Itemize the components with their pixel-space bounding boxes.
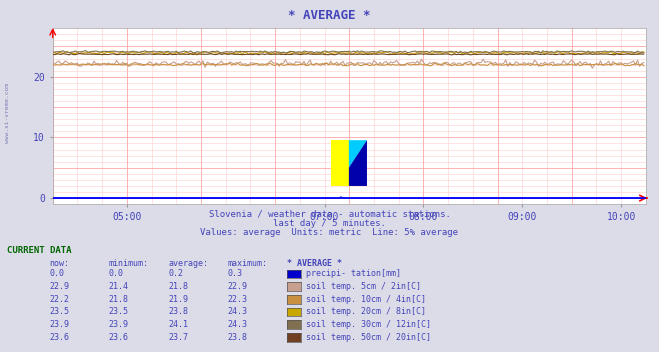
Text: Values: average  Units: metric  Line: 5% average: Values: average Units: metric Line: 5% a… bbox=[200, 228, 459, 238]
Text: 23.6: 23.6 bbox=[109, 333, 129, 342]
Text: 0.0: 0.0 bbox=[49, 269, 65, 278]
Text: 22.2: 22.2 bbox=[49, 295, 69, 304]
Text: 23.5: 23.5 bbox=[49, 307, 69, 316]
Text: precipi- tation[mm]: precipi- tation[mm] bbox=[306, 269, 401, 278]
Text: 21.4: 21.4 bbox=[109, 282, 129, 291]
Text: 24.3: 24.3 bbox=[227, 307, 247, 316]
Bar bbox=[331, 140, 349, 186]
Text: soil temp. 5cm / 2in[C]: soil temp. 5cm / 2in[C] bbox=[306, 282, 422, 291]
Polygon shape bbox=[349, 140, 367, 186]
Text: minimum:: minimum: bbox=[109, 259, 149, 268]
Text: 23.6: 23.6 bbox=[49, 333, 69, 342]
Text: 23.9: 23.9 bbox=[109, 320, 129, 329]
Text: now:: now: bbox=[49, 259, 69, 268]
Text: maximum:: maximum: bbox=[227, 259, 268, 268]
Text: 0.2: 0.2 bbox=[168, 269, 183, 278]
Polygon shape bbox=[349, 140, 367, 168]
Text: 23.9: 23.9 bbox=[49, 320, 69, 329]
Text: 23.5: 23.5 bbox=[109, 307, 129, 316]
Text: soil temp. 30cm / 12in[C]: soil temp. 30cm / 12in[C] bbox=[306, 320, 432, 329]
Text: 23.7: 23.7 bbox=[168, 333, 188, 342]
Text: 22.9: 22.9 bbox=[49, 282, 69, 291]
Text: 23.8: 23.8 bbox=[227, 333, 247, 342]
Text: last day / 5 minutes.: last day / 5 minutes. bbox=[273, 219, 386, 228]
Text: 0.0: 0.0 bbox=[109, 269, 124, 278]
Text: 23.8: 23.8 bbox=[168, 307, 188, 316]
Text: Slovenia / weather data - automatic stations.: Slovenia / weather data - automatic stat… bbox=[208, 209, 451, 219]
Text: 22.9: 22.9 bbox=[227, 282, 247, 291]
Text: 24.3: 24.3 bbox=[227, 320, 247, 329]
Text: 21.8: 21.8 bbox=[168, 282, 188, 291]
Text: 21.8: 21.8 bbox=[109, 295, 129, 304]
Text: * AVERAGE *: * AVERAGE * bbox=[288, 9, 371, 22]
Text: soil temp. 10cm / 4in[C]: soil temp. 10cm / 4in[C] bbox=[306, 295, 426, 304]
Text: 21.9: 21.9 bbox=[168, 295, 188, 304]
Text: soil temp. 50cm / 20in[C]: soil temp. 50cm / 20in[C] bbox=[306, 333, 432, 342]
Text: www.si-vreme.com: www.si-vreme.com bbox=[5, 83, 11, 143]
Text: * AVERAGE *: * AVERAGE * bbox=[287, 259, 341, 268]
Text: 22.3: 22.3 bbox=[227, 295, 247, 304]
Text: CURRENT DATA: CURRENT DATA bbox=[7, 246, 71, 256]
Text: soil temp. 20cm / 8in[C]: soil temp. 20cm / 8in[C] bbox=[306, 307, 426, 316]
Text: average:: average: bbox=[168, 259, 208, 268]
Text: 24.1: 24.1 bbox=[168, 320, 188, 329]
Text: 0.3: 0.3 bbox=[227, 269, 243, 278]
